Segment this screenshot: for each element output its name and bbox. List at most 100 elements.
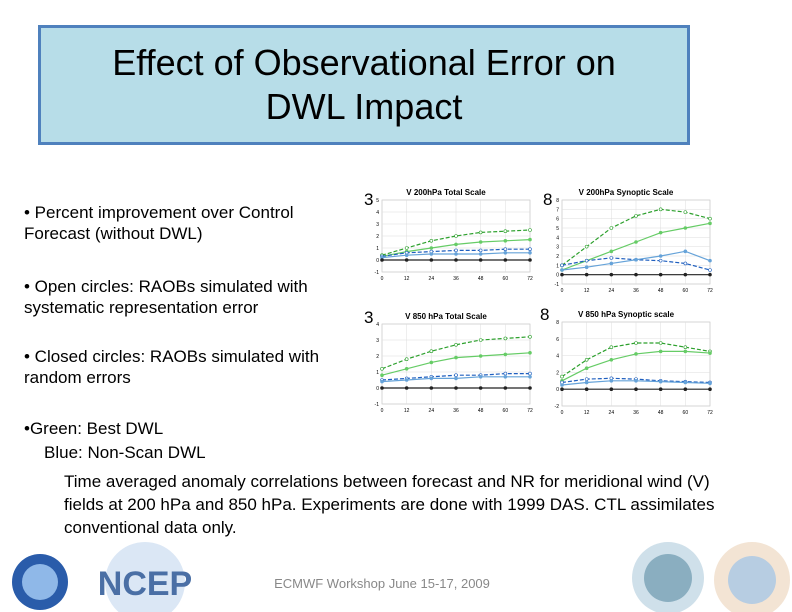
panel-title: V 850 hPa Total Scale [405,312,487,321]
bullet: • Closed circles: RAOBs simulated with r… [24,347,320,387]
point [708,268,712,272]
point [404,258,409,262]
point [528,228,532,232]
caption: Time averaged anomaly correlations betwe… [64,472,715,537]
x-tick-label: 24 [429,408,435,414]
point [658,230,663,235]
point [503,251,508,255]
point [658,379,663,384]
y-tick-label: 0 [556,387,559,393]
point [478,374,483,379]
y-tick-label: 4 [376,210,379,216]
point [683,345,688,350]
point [683,380,688,385]
y-tick-label: 2 [556,254,559,260]
panel-title: V 200hPa Synoptic Scale [579,188,674,197]
point [658,272,663,277]
point [708,381,712,386]
x-tick-label: 60 [503,408,509,414]
y-tick-label: 1 [376,370,379,376]
point [609,261,614,266]
point [478,386,483,390]
point [429,386,434,390]
point [429,349,434,354]
x-tick-label: 48 [658,288,664,294]
point [454,258,458,262]
point [478,248,483,253]
x-tick-label: 72 [707,410,713,416]
x-tick-label: 12 [584,288,590,294]
point [528,247,532,251]
point [560,263,564,268]
x-tick-label: 0 [381,408,384,414]
point [503,352,508,357]
y-tick-label: -2 [555,404,560,410]
panel-title: V 200hPa Total Scale [406,188,486,197]
point [634,352,638,356]
point [454,386,458,390]
x-tick-label: 72 [707,288,713,294]
y-tick-label: 8 [556,198,559,204]
point [404,357,409,362]
point [560,383,564,387]
point [584,377,589,381]
point [683,249,688,254]
y-tick-label: 0 [376,258,379,264]
point [454,373,458,378]
x-tick-label: 72 [527,276,533,282]
y-tick-label: 4 [556,354,559,360]
x-tick-label: 24 [429,276,435,282]
point [658,254,663,258]
x-tick-label: 0 [561,288,564,294]
ncep-logo: NCEP [98,565,192,603]
ncep-logo-bg [105,542,185,612]
point [528,386,532,390]
point [609,226,614,230]
point [503,336,508,341]
point [658,258,663,263]
point [560,387,564,392]
y-tick-label: 4 [556,235,559,241]
y-tick-label: 7 [556,207,559,213]
point [478,252,483,256]
x-tick-label: 36 [453,276,459,282]
panel-number: 3 [364,308,373,327]
point [528,371,532,376]
point [454,342,458,347]
noaa-logo-inner [22,564,58,600]
point [429,252,434,256]
point [584,244,589,249]
point [454,242,458,247]
legend-line: Blue: Non-Scan DWL [44,443,206,462]
x-tick-label: 24 [609,288,615,294]
point [560,268,564,272]
x-tick-label: 48 [478,408,484,414]
point [528,374,532,379]
point [404,253,409,257]
point [658,207,663,212]
point [478,240,483,244]
y-tick-label: 1 [376,246,379,252]
bullet: • Open circles: RAOBs simulated with sys… [24,277,308,317]
point [609,345,614,350]
y-tick-label: 2 [376,354,379,360]
point [634,341,638,345]
point [528,334,532,339]
y-tick-label: 3 [556,245,559,251]
point [380,373,384,378]
point [708,216,712,221]
y-tick-label: 2 [376,234,379,240]
title-box: Effect of Observational Error on DWL Imp… [38,25,690,145]
point [584,357,589,362]
point [683,261,688,266]
point [708,258,712,263]
x-tick-label: 0 [381,276,384,282]
point [454,248,458,253]
point [609,357,614,362]
x-tick-label: 48 [658,410,664,416]
point [634,387,638,392]
point [634,214,638,218]
point [478,354,483,358]
point [478,258,483,262]
